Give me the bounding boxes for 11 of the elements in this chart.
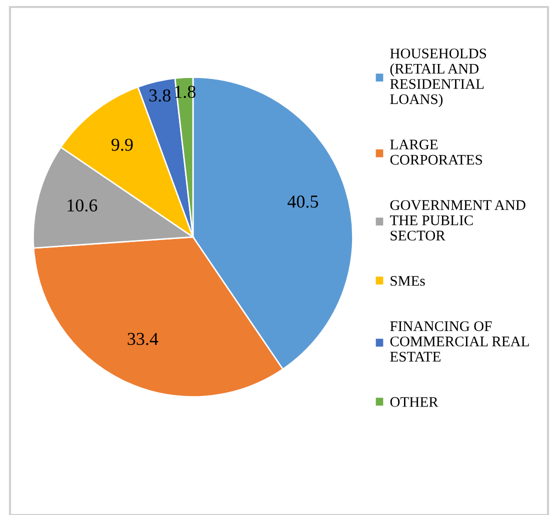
legend-label: OTHER xyxy=(390,397,438,407)
legend-label: HOUSEHOLDS (RETAIL AND RESIDENTIAL LOANS) xyxy=(390,48,486,108)
legend-label: GOVERNMENT AND THE PUBLIC SECTOR xyxy=(390,200,526,240)
legend-label: SMEs xyxy=(390,276,425,286)
data-label: 33.4 xyxy=(128,332,158,346)
data-label: 3.8 xyxy=(149,89,170,102)
legend-label: FINANCING OF COMMERCIAL REAL ESTATE xyxy=(390,321,529,362)
data-label: 9.9 xyxy=(111,138,133,151)
legend-label: LARGE CORPORATES xyxy=(390,140,482,165)
data-label: 40.5 xyxy=(288,196,318,208)
data-label: 10.6 xyxy=(68,199,98,212)
